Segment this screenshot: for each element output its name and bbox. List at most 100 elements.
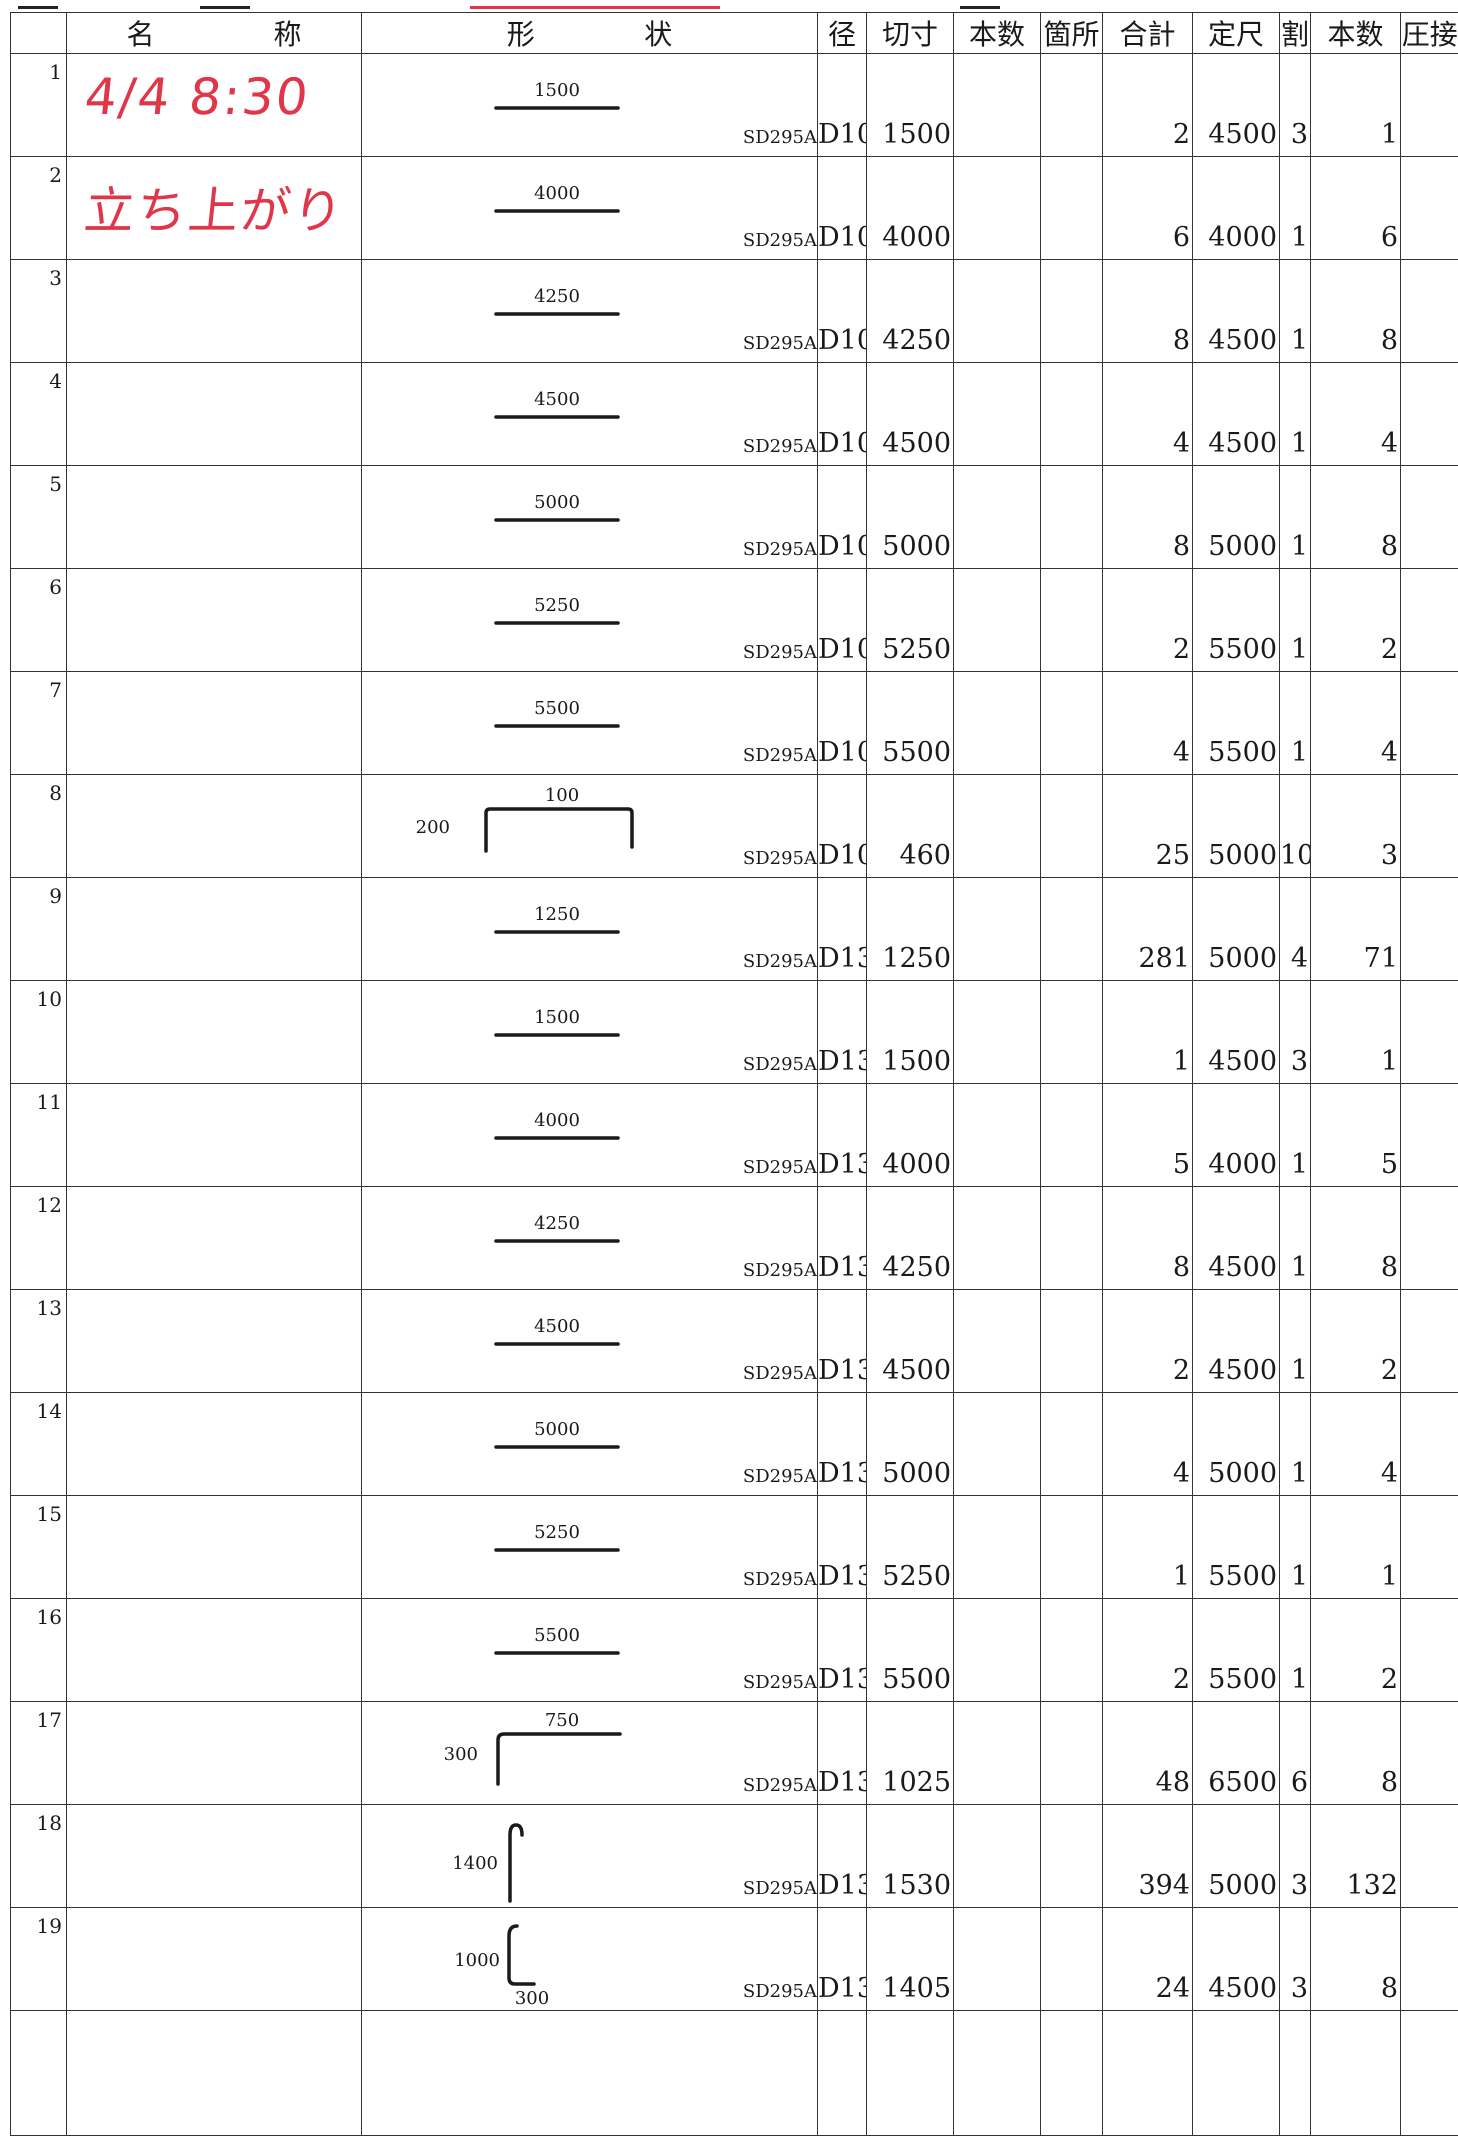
stock-length-value: 5000	[1193, 1870, 1279, 1907]
total-value: 4	[1103, 737, 1192, 774]
cut-length-cell: 4250	[867, 1187, 954, 1290]
diameter-value: D13	[818, 1046, 866, 1083]
pressure-weld-cell	[1401, 363, 1458, 466]
row-number-cell: 11	[11, 1084, 67, 1187]
name-cell	[67, 878, 362, 981]
diameter-cell: D13	[818, 1599, 867, 1702]
row-number: 12	[37, 1193, 62, 1217]
table-row: 114000SD295AD1340005400015	[11, 1084, 1458, 1187]
stock-length-cell: 5000	[1193, 775, 1280, 878]
row-number: 13	[37, 1296, 62, 1320]
total-cell: 2	[1103, 1290, 1193, 1393]
header-name-char: 名	[126, 13, 154, 53]
row-number: 16	[37, 1605, 62, 1629]
diameter-value: D13	[818, 1355, 866, 1392]
count-value	[954, 1489, 1040, 1495]
pieces-cell: 71	[1311, 878, 1401, 981]
row-number-cell: 15	[11, 1496, 67, 1599]
cut-length-cell: 5250	[867, 1496, 954, 1599]
row-number-cell: 19	[11, 1908, 67, 2011]
total-cell: 5	[1103, 1084, 1193, 1187]
cut-length-value: 4250	[867, 1252, 953, 1289]
split-value: 10	[1280, 840, 1310, 877]
shape-dimension: 750	[545, 1710, 579, 1731]
pieces-value: 4	[1311, 737, 1400, 774]
diameter-cell: D13	[818, 1084, 867, 1187]
stock-length-cell: 5500	[1193, 1496, 1280, 1599]
steel-grade: SD295A	[743, 1878, 817, 1899]
split-cell: 1	[1280, 260, 1311, 363]
pieces-cell: 8	[1311, 1702, 1401, 1805]
row-number-cell: 10	[11, 981, 67, 1084]
steel-grade: SD295A	[743, 1260, 817, 1281]
diameter-cell: D10	[818, 260, 867, 363]
split-cell: 3	[1280, 54, 1311, 157]
pieces-cell: 8	[1311, 1908, 1401, 2011]
total-value: 394	[1103, 1870, 1192, 1907]
diameter-value: D13	[818, 1561, 866, 1598]
pieces-cell: 3	[1311, 775, 1401, 878]
stock-length-value: 5000	[1193, 1458, 1279, 1495]
stock-length-cell: 6500	[1193, 1702, 1280, 1805]
count-value	[954, 253, 1040, 259]
split-value: 3	[1280, 1973, 1310, 2010]
diameter-value: D13	[818, 1252, 866, 1289]
places-value	[1041, 665, 1102, 671]
j-bar-icon	[509, 1926, 534, 1984]
name-cell	[67, 1599, 362, 1702]
stock-length-cell: 5500	[1193, 672, 1280, 775]
pieces-value: 5	[1311, 1149, 1400, 1186]
diameter-cell: D13	[818, 981, 867, 1084]
row-number-cell: 14	[11, 1393, 67, 1496]
row-number-cell: 1	[11, 54, 67, 157]
pieces-value: 2	[1311, 1664, 1400, 1701]
shape-dimension: 5250	[534, 1522, 580, 1543]
cut-length-cell: 1025	[867, 1702, 954, 1805]
count-value	[954, 1798, 1040, 1804]
places-value	[1041, 356, 1102, 362]
stock-length-cell: 4500	[1193, 1187, 1280, 1290]
count-cell	[954, 878, 1041, 981]
pieces-value: 71	[1311, 943, 1400, 980]
places-cell	[1041, 878, 1103, 981]
cut-length-cell: 5000	[867, 466, 954, 569]
split-cell: 4	[1280, 878, 1311, 981]
pressure-weld-cell	[1401, 672, 1458, 775]
name-cell	[67, 672, 362, 775]
count-value	[954, 768, 1040, 774]
stock-length-value: 4500	[1193, 428, 1279, 465]
split-value: 1	[1280, 1458, 1310, 1495]
pieces-cell: 1	[1311, 54, 1401, 157]
places-cell	[1041, 981, 1103, 1084]
name-cell	[67, 569, 362, 672]
diameter-cell: D13	[818, 1496, 867, 1599]
stock-length-cell: 4500	[1193, 54, 1280, 157]
cut-length-cell: 1500	[867, 54, 954, 157]
total-cell: 281	[1103, 878, 1193, 981]
diameter-value: D13	[818, 1767, 866, 1804]
cut-length-value: 1500	[867, 119, 953, 156]
pressure-weld-cell	[1401, 1805, 1458, 1908]
places-cell	[1041, 672, 1103, 775]
pieces-cell: 1	[1311, 1496, 1401, 1599]
empty-row	[11, 2011, 1458, 2136]
split-value: 1	[1280, 1252, 1310, 1289]
stock-length-cell: 5000	[1193, 1805, 1280, 1908]
split-cell: 3	[1280, 1908, 1311, 2011]
name-cell	[67, 981, 362, 1084]
shape-dimension: 4000	[534, 183, 580, 204]
cut-length-value: 1025	[867, 1767, 953, 1804]
count-value	[954, 562, 1040, 568]
diameter-value: D10	[818, 222, 866, 259]
split-value: 1	[1280, 1561, 1310, 1598]
row-number: 10	[37, 987, 62, 1011]
table-row: 65250SD295AD1052502550012	[11, 569, 1458, 672]
header-stock-length: 定尺	[1193, 13, 1280, 54]
table-row: 8100200SD295AD10460255000103	[11, 775, 1458, 878]
pressure-weld-cell	[1401, 775, 1458, 878]
split-value: 1	[1280, 428, 1310, 465]
